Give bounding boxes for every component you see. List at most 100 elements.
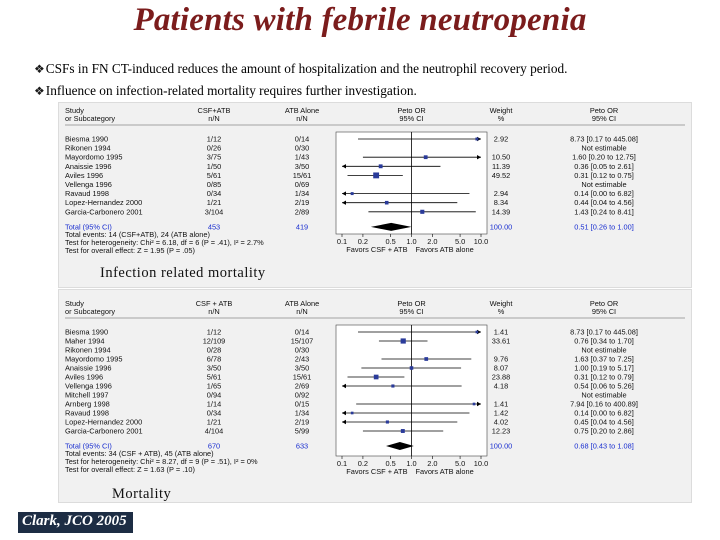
- events-csf: 1/50: [207, 162, 221, 171]
- events-atb: 1/43: [295, 153, 309, 162]
- column-header: Weight: [490, 299, 513, 308]
- study-or-ci: 1.43 [0.24 to 8.41]: [574, 207, 634, 216]
- x-tick-label: 5.0: [455, 237, 465, 246]
- column-header: 95% CI: [399, 114, 423, 123]
- column-header: 95% CI: [592, 114, 616, 123]
- ci-arrow-left-icon: [342, 383, 346, 389]
- x-tick-label: 2.0: [427, 237, 437, 246]
- study-or-ci: 0.31 [0.12 to 0.75]: [574, 171, 634, 180]
- ci-arrow-right-icon: [477, 155, 481, 160]
- favors-right-label: Favors ATB alone: [416, 467, 474, 476]
- study-name: Biesma 1990: [65, 135, 108, 144]
- study-name: Mayordomo 1995: [65, 153, 123, 162]
- study-weight: 2.94: [494, 189, 508, 198]
- study-weight: 12.23: [492, 427, 511, 436]
- point-estimate: [350, 411, 354, 415]
- footnote: Test for heterogeneity: Chi² = 8.27, df …: [65, 457, 258, 466]
- favors-left-label: Favors CSF + ATB: [346, 245, 407, 254]
- x-tick-label: 0.1: [337, 237, 347, 246]
- events-atb: 3/50: [295, 162, 309, 171]
- events-csf: 0/85: [207, 180, 221, 189]
- column-header: n/N: [296, 307, 308, 316]
- study-or-ci: 0.14 [0.00 to 6.82]: [574, 189, 634, 198]
- x-tick-label: 5.0: [455, 459, 465, 468]
- study-weight: 23.88: [492, 373, 511, 382]
- study-weight: 1.41: [494, 400, 508, 409]
- study-or-ci: 0.31 [0.12 to 0.79]: [574, 373, 634, 382]
- point-estimate: [373, 374, 379, 380]
- events-csf: 0/34: [207, 189, 221, 198]
- study-weight: 11.39: [492, 162, 510, 171]
- diamond-bullet-icon: ❖: [34, 62, 45, 76]
- study-name: Vellenga 1996: [65, 382, 112, 391]
- column-header: ATB Alone: [285, 106, 319, 115]
- events-csf: 0/28: [207, 346, 221, 355]
- ci-arrow-right-icon: [477, 401, 481, 407]
- total-weight: 100.00: [490, 222, 513, 231]
- study-weight: 4.18: [494, 382, 508, 391]
- point-estimate: [378, 164, 383, 169]
- point-estimate: [420, 209, 425, 214]
- events-csf: 12/109: [203, 337, 226, 346]
- events-atb: 15/61: [293, 171, 312, 180]
- point-estimate: [373, 172, 380, 179]
- point-estimate: [475, 330, 479, 334]
- study-name: Biesma 1990: [65, 328, 108, 337]
- bullet-text: Influence on infection-related mortality…: [45, 83, 417, 98]
- total-or-ci: 0.51 [0.26 to 1.00]: [574, 222, 634, 231]
- events-csf: 4/104: [205, 427, 224, 436]
- study-or-ci: 0.54 [0.06 to 5.26]: [574, 382, 634, 391]
- footnote: Test for overall effect: Z = 1.95 (P = .…: [65, 246, 195, 255]
- study-name: Rikonen 1994: [65, 144, 111, 153]
- column-header: n/N: [208, 114, 220, 123]
- slide-title: Patients with febrile neutropenia: [133, 2, 587, 38]
- total-weight: 100.00: [490, 442, 513, 451]
- study-or-ci: 0.75 [0.20 to 2.86]: [574, 427, 634, 436]
- column-header: Peto OR: [590, 106, 618, 115]
- x-tick-label: 10.0: [474, 459, 488, 468]
- bullet-item: ❖CSFs in FN CT-induced reduces the amoun…: [34, 58, 567, 80]
- study-weight: 10.50: [492, 153, 511, 162]
- total-or-ci: 0.68 [0.43 to 1.08]: [574, 442, 634, 451]
- study-or-ci: 0.76 [0.34 to 1.70]: [574, 337, 634, 346]
- study-name: Vellenga 1996: [65, 180, 112, 189]
- events-atb: 2/89: [295, 207, 309, 216]
- column-header: Weight: [490, 106, 513, 115]
- events-atb: 15/61: [293, 373, 312, 382]
- study-name: Rikonen 1994: [65, 346, 111, 355]
- column-header: Peto OR: [397, 106, 425, 115]
- events-atb: 0/14: [295, 135, 309, 144]
- study-weight: 1.42: [494, 409, 508, 418]
- events-csf: 0/26: [207, 144, 221, 153]
- total-csf: 453: [208, 222, 220, 231]
- forest-plot-infection-mortality: Study or Subcategory CSF+ATB n/N ATB Alone n/…: [58, 102, 692, 288]
- column-header: or Subcategory: [65, 307, 115, 316]
- study-name: Ravaud 1998: [65, 189, 109, 198]
- column-header: %: [498, 307, 505, 316]
- bullet-list: ❖CSFs in FN CT-induced reduces the amoun…: [34, 58, 567, 102]
- x-tick-label: 0.2: [358, 237, 368, 246]
- column-header: Peto OR: [397, 299, 425, 308]
- study-name: Garcia-Carbonero 2001: [65, 207, 143, 216]
- study-weight: 8.07: [494, 364, 508, 373]
- study-name: Maher 1994: [65, 337, 104, 346]
- ci-arrow-left-icon: [342, 410, 346, 416]
- events-atb: 0/30: [295, 346, 309, 355]
- study-name: Mitchell 1997: [65, 391, 109, 400]
- events-csf: 3/104: [205, 207, 224, 216]
- point-estimate: [423, 155, 428, 160]
- point-estimate: [385, 420, 389, 424]
- column-header: n/N: [208, 307, 220, 316]
- events-atb: 1/34: [295, 409, 309, 418]
- total-atb: 419: [296, 222, 308, 231]
- events-csf: 1/21: [207, 198, 221, 207]
- events-atb: 1/34: [295, 189, 309, 198]
- events-csf: 5/61: [207, 171, 221, 180]
- footnote: Test for overall effect: Z = 1.63 (P = .…: [65, 465, 195, 474]
- ci-arrow-left-icon: [342, 191, 346, 196]
- study-name: Arnberg 1998: [65, 400, 110, 409]
- study-or-ci: 0.36 [0.05 to 2.61]: [574, 162, 634, 171]
- study-or-ci: 0.45 [0.04 to 4.56]: [574, 418, 634, 427]
